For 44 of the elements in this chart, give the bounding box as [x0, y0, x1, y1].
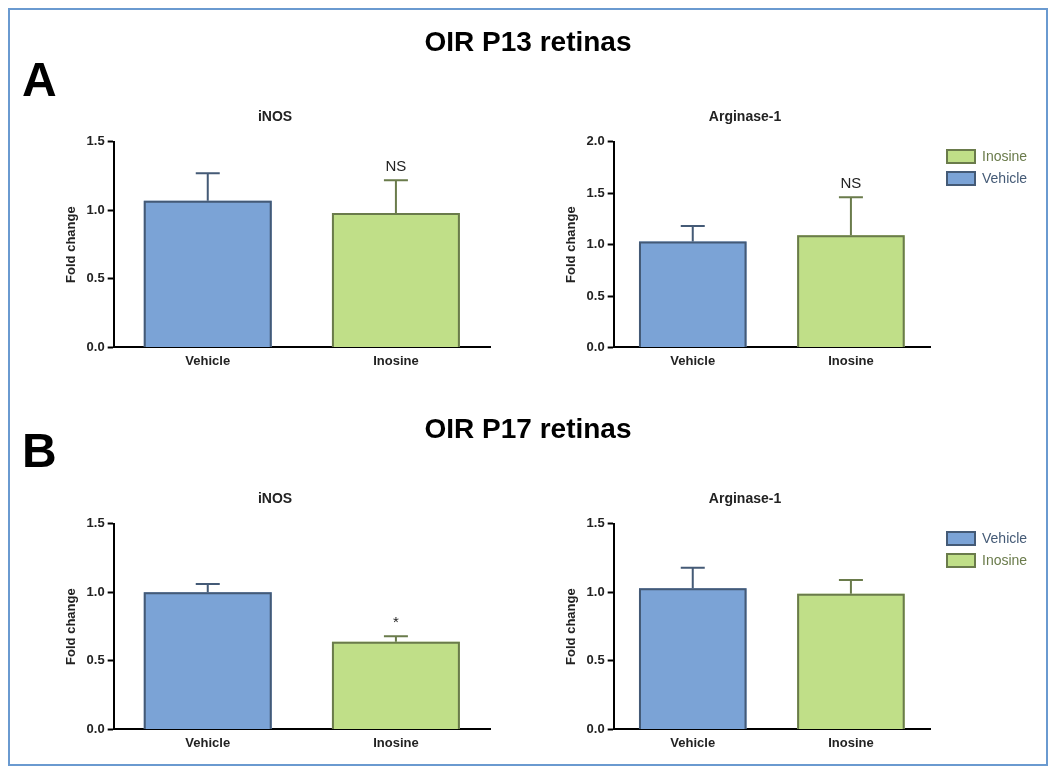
y-axis-title: Fold change	[63, 206, 79, 283]
y-tick-label: 0.0	[86, 720, 105, 736]
y-tick-label: 0.5	[86, 270, 105, 286]
y-axis-title: Fold change	[563, 206, 579, 283]
y-tick-label: 1.0	[586, 236, 605, 252]
y-tick-label: 1.0	[586, 583, 605, 599]
y-tick-label: 0.5	[586, 652, 605, 668]
legend-label: Vehicle	[982, 530, 1028, 546]
text: B	[22, 423, 57, 478]
y-tick-label: 0.5	[586, 287, 605, 303]
x-tick-label: Inosine	[373, 734, 419, 750]
chart-title: Arginase-1	[708, 108, 782, 125]
text: A	[22, 52, 57, 107]
x-tick-label: Inosine	[828, 352, 874, 368]
y-tick-label: 0.0	[586, 720, 605, 736]
chart-title: Arginase-1	[708, 490, 782, 507]
y-axis-title: Fold change	[63, 588, 79, 665]
y-axis-title: Fold change	[563, 588, 579, 665]
y-tick-label: 1.5	[586, 184, 605, 200]
text: OIR P13 retinas	[424, 26, 632, 57]
annotation: *	[393, 612, 399, 630]
x-tick-label: Vehicle	[670, 352, 716, 368]
y-tick-label: 2.0	[586, 133, 605, 149]
y-tick-label: 0.5	[86, 652, 105, 668]
annotation: NS	[385, 156, 407, 174]
x-tick-label: Inosine	[828, 734, 874, 750]
legend-label: Vehicle	[982, 170, 1028, 186]
x-tick-label: Vehicle	[185, 734, 231, 750]
legend-label: Inosine	[982, 148, 1028, 164]
legend-label: Inosine	[982, 552, 1028, 568]
y-tick-label: 1.0	[86, 201, 105, 217]
y-tick-label: 0.0	[586, 338, 605, 354]
x-tick-label: Inosine	[373, 352, 419, 368]
text: OIR P17 retinas	[424, 413, 632, 444]
chart-title: iNOS	[257, 108, 293, 125]
chart-title: iNOS	[257, 490, 293, 507]
y-tick-label: 0.0	[86, 338, 105, 354]
y-tick-label: 1.5	[586, 515, 605, 531]
y-tick-label: 1.0	[86, 583, 105, 599]
y-tick-label: 1.5	[86, 515, 105, 531]
x-tick-label: Vehicle	[185, 352, 231, 368]
annotation: NS	[840, 173, 862, 191]
y-tick-label: 1.5	[86, 133, 105, 149]
x-tick-label: Vehicle	[670, 734, 716, 750]
